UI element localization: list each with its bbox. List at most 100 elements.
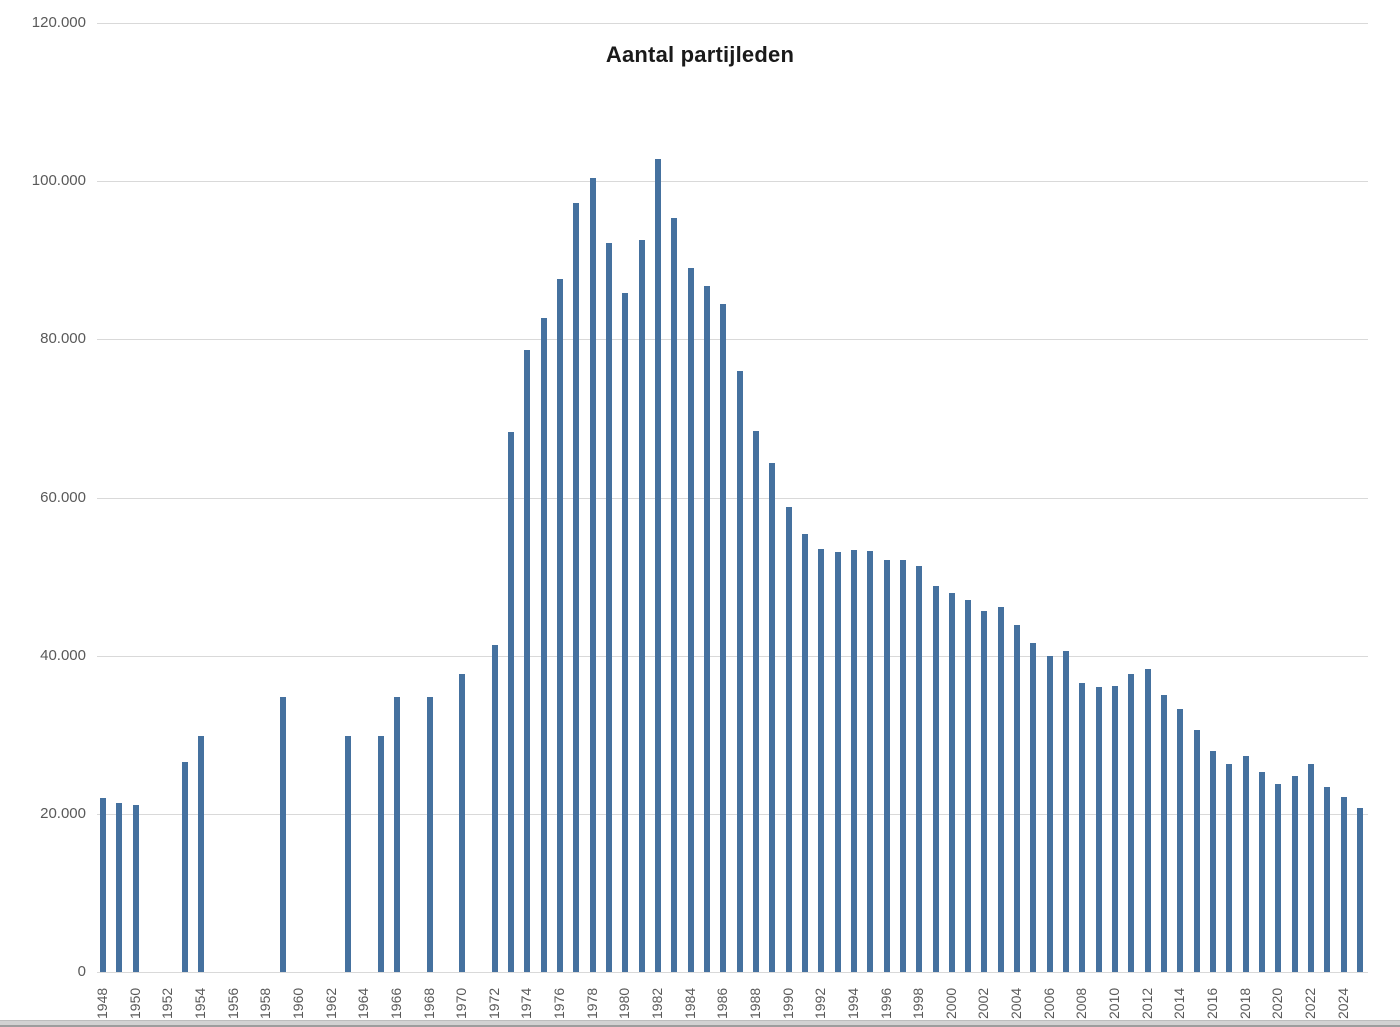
bar-1992 (818, 549, 825, 972)
bar-1948 (100, 798, 107, 972)
bar-2018 (1242, 756, 1249, 972)
bar-1982 (655, 159, 662, 972)
x-axis-tick-label-1952: 1952 (159, 987, 176, 1019)
bar-1980 (622, 293, 629, 972)
bar-2005 (1030, 643, 1037, 972)
bar-2014 (1177, 709, 1184, 972)
bar-1990 (785, 507, 792, 972)
x-axis-tick-label-1966: 1966 (387, 987, 404, 1019)
bar-1963 (344, 736, 351, 972)
bar-2006 (1046, 656, 1053, 972)
bar-1968 (426, 697, 433, 972)
bar-2025 (1356, 808, 1363, 972)
bar-1979 (606, 243, 613, 972)
x-axis-tick-label-2022: 2022 (1301, 987, 1318, 1019)
bar-2016 (1209, 751, 1216, 972)
x-axis-tick-label-1976: 1976 (551, 987, 568, 1019)
x-axis-tick-label-2004: 2004 (1008, 987, 1025, 1019)
x-axis-tick-label-1970: 1970 (453, 987, 470, 1019)
bar-2001 (965, 600, 972, 972)
x-axis-tick-label-2002: 2002 (975, 987, 992, 1019)
bar-1985 (704, 286, 711, 972)
chart-title: Aantal partijleden (605, 42, 795, 67)
x-axis-tick-label-1988: 1988 (746, 987, 763, 1019)
x-axis-tick-label-2006: 2006 (1040, 987, 1057, 1019)
bar-2013 (1160, 695, 1167, 972)
gridline-40.000 (97, 656, 1368, 657)
gridline-80.000 (97, 339, 1368, 340)
x-axis-tick-label-1960: 1960 (290, 987, 306, 1019)
bar-1984 (687, 268, 694, 972)
bar-1988 (752, 431, 759, 972)
y-axis-tick-label: 40.000 (40, 647, 86, 664)
y-axis-tick-label: 60.000 (40, 489, 86, 506)
x-axis-tick-label-1992: 1992 (812, 987, 829, 1019)
bar-1995 (867, 551, 874, 972)
bar-1965 (377, 736, 384, 972)
gridline-120.000 (97, 23, 1368, 24)
bar-1997 (899, 560, 906, 972)
bar-2011 (1128, 674, 1135, 972)
bar-2024 (1340, 797, 1347, 972)
x-axis-tick-label-1962: 1962 (322, 987, 339, 1019)
bar-2017 (1226, 764, 1233, 972)
x-axis-tick-label-1950: 1950 (126, 987, 143, 1019)
bar-2007 (1063, 651, 1070, 972)
gridline-100.000 (97, 181, 1368, 182)
gridline-60.000 (97, 498, 1368, 499)
bar-1999 (932, 586, 939, 972)
x-axis-tick-label-1994: 1994 (844, 987, 861, 1019)
bar-1991 (801, 534, 808, 972)
x-axis-tick-label-1990: 1990 (779, 987, 796, 1019)
bar-1986 (720, 304, 727, 972)
bar-2012 (1144, 669, 1151, 972)
bar-1959 (279, 697, 286, 972)
x-axis-tick-label-2008: 2008 (1073, 987, 1090, 1019)
bar-1981 (638, 240, 645, 972)
window-bottom-edge (0, 1020, 1400, 1027)
bar-1989 (769, 463, 776, 972)
bar-1954 (198, 736, 205, 972)
x-axis-tick-label-2020: 2020 (1269, 987, 1286, 1019)
bar-2002 (981, 611, 988, 972)
x-axis-tick-label-1982: 1982 (649, 987, 666, 1019)
bar-1950 (132, 805, 139, 972)
bar-1993 (834, 552, 841, 972)
bar-2009 (1095, 687, 1102, 972)
x-axis-tick-label-1954: 1954 (192, 987, 209, 1019)
bar-2019 (1258, 772, 1265, 972)
x-axis-tick-label-1956: 1956 (224, 987, 241, 1019)
y-axis-tick-label: 20.000 (40, 805, 86, 822)
x-axis-tick-label-1998: 1998 (910, 987, 927, 1019)
bar-2008 (1079, 683, 1086, 972)
x-axis-tick-label-2024: 2024 (1334, 987, 1351, 1019)
bar-1994 (850, 550, 857, 972)
bar-1977 (573, 203, 580, 972)
bar-2010 (1112, 686, 1119, 972)
gridline-20.000 (97, 814, 1368, 815)
bar-1998 (916, 566, 923, 972)
bar-2020 (1275, 784, 1282, 972)
y-axis-tick-label: 100.000 (31, 172, 86, 189)
x-axis-tick-label-2014: 2014 (1171, 987, 1188, 1019)
x-axis-tick-label-2016: 2016 (1203, 987, 1220, 1019)
y-axis-tick-label: 80.000 (40, 330, 86, 347)
bar-2004 (1014, 625, 1021, 972)
bar-1973 (508, 432, 515, 972)
x-axis-tick-label-1972: 1972 (485, 987, 502, 1019)
x-axis-tick-label-1958: 1958 (257, 987, 274, 1019)
bar-1975 (540, 318, 547, 972)
bar-2000 (948, 593, 955, 972)
bar-1974 (524, 350, 531, 972)
x-axis-tick-label-1980: 1980 (616, 987, 633, 1019)
bar-1996 (883, 560, 890, 972)
bar-1953 (181, 762, 188, 972)
x-axis-tick-label-2012: 2012 (1138, 987, 1155, 1019)
bar-1976 (557, 279, 564, 972)
bar-1966 (393, 697, 400, 972)
bar-2022 (1307, 764, 1314, 972)
x-axis-tick-label-1978: 1978 (583, 987, 600, 1019)
bar-2015 (1193, 730, 1200, 972)
y-axis-tick-label: 120.000 (31, 14, 86, 31)
